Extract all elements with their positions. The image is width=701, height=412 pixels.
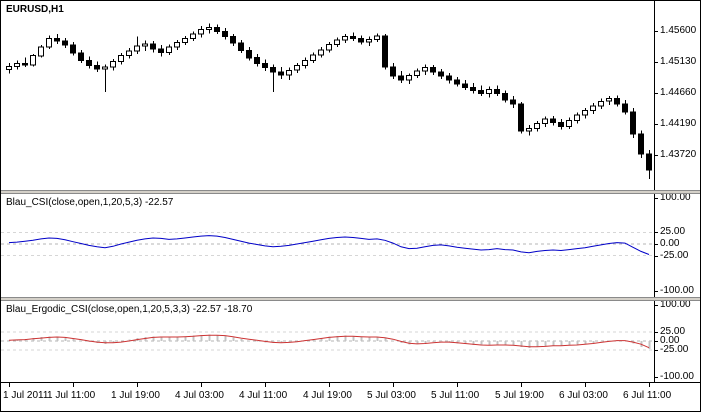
price-scale-label: 1.43720 xyxy=(660,149,697,160)
indicator-scale-label: -100.00 xyxy=(660,285,694,296)
ergodic-csi-indicator-label: Blau_Ergodic_CSI(close,open,1,20,5,3,3) … xyxy=(6,304,253,315)
time-axis-tick xyxy=(649,383,650,387)
time-axis-label: 5 Jul 19:00 xyxy=(495,390,544,401)
time-axis-tick xyxy=(393,383,394,387)
indicator-scale-tick xyxy=(654,332,658,333)
indicator-scale-tick xyxy=(654,232,658,233)
price-scale-tick xyxy=(654,31,658,32)
price-scale-tick xyxy=(654,124,658,125)
indicator-scale-label: 100.00 xyxy=(660,192,691,203)
csi-indicator-label: Blau_CSI(close,open,1,20,5,3) -22.57 xyxy=(6,197,174,208)
price-panel[interactable]: EURUSD,H1 xyxy=(1,1,654,190)
time-axis-tick xyxy=(265,383,266,387)
price-scale-label: 1.45600 xyxy=(660,25,697,36)
csi-indicator-chart[interactable] xyxy=(1,194,654,297)
time-axis-tick xyxy=(329,383,330,387)
ergodic-csi-indicator-chart[interactable] xyxy=(1,301,654,382)
indicator-scale-tick xyxy=(654,256,658,257)
indicator-scale-label: 100.00 xyxy=(660,299,691,310)
panel-splitter-1[interactable] xyxy=(1,190,700,194)
indicator-scale-tick xyxy=(654,377,658,378)
time-axis-label: 4 Jul 19:00 xyxy=(303,390,352,401)
time-axis-label: 1 Jul 11:00 xyxy=(47,390,96,401)
time-axis-label: 5 Jul 11:00 xyxy=(431,390,480,401)
price-scale-label: 1.45130 xyxy=(660,56,697,67)
price-scale-tick xyxy=(654,62,658,63)
price-scale-tick xyxy=(654,93,658,94)
indicator-scale-label: -25.00 xyxy=(660,250,689,261)
time-axis-tick xyxy=(137,383,138,387)
indicator-scale-tick xyxy=(654,198,658,199)
indicator-scale-tick xyxy=(654,244,658,245)
time-axis-tick xyxy=(9,383,10,387)
indicator-scale-tick xyxy=(654,341,658,342)
indicator-scale-label: 25.00 xyxy=(660,326,686,337)
price-scale-label: 1.44190 xyxy=(660,118,697,129)
time-axis-label: 5 Jul 03:00 xyxy=(367,390,416,401)
time-axis-label: 6 Jul 03:00 xyxy=(559,390,608,401)
time-axis-tick xyxy=(201,383,202,387)
price-scale-tick xyxy=(654,155,658,156)
time-axis-tick xyxy=(73,383,74,387)
price-candlestick-chart[interactable] xyxy=(1,1,654,190)
indicator-scale-label: 25.00 xyxy=(660,226,686,237)
time-axis-label: 4 Jul 11:00 xyxy=(239,390,288,401)
indicator-scale-label: -100.00 xyxy=(660,371,694,382)
indicator-scale-label: 0.00 xyxy=(660,238,680,249)
panel-splitter-2[interactable] xyxy=(1,297,700,301)
ergodic-csi-indicator-panel[interactable]: Blau_Ergodic_CSI(close,open,1,20,5,3,3) … xyxy=(1,301,654,382)
indicator-scale-tick xyxy=(654,291,658,292)
time-axis-label: 4 Jul 03:00 xyxy=(175,390,224,401)
indicator-scale-tick xyxy=(654,305,658,306)
indicator-scale-label: 0.00 xyxy=(660,335,680,346)
time-axis-tick xyxy=(457,383,458,387)
csi-indicator-panel[interactable]: Blau_CSI(close,open,1,20,5,3) -22.57 xyxy=(1,194,654,297)
time-axis-border-line xyxy=(1,382,700,383)
time-axis-label: 1 Jul 19:00 xyxy=(111,390,160,401)
indicator-scale-label: -25.00 xyxy=(660,344,689,355)
time-axis-tick xyxy=(585,383,586,387)
time-axis-label: 6 Jul 11:00 xyxy=(623,390,672,401)
price-scale-label: 1.44660 xyxy=(660,87,697,98)
indicator-scale-tick xyxy=(654,350,658,351)
time-axis-label: 1 Jul 2011 xyxy=(3,390,49,401)
time-axis[interactable] xyxy=(1,383,700,411)
symbol-timeframe-label: EURUSD,H1 xyxy=(6,4,64,15)
time-axis-tick xyxy=(521,383,522,387)
